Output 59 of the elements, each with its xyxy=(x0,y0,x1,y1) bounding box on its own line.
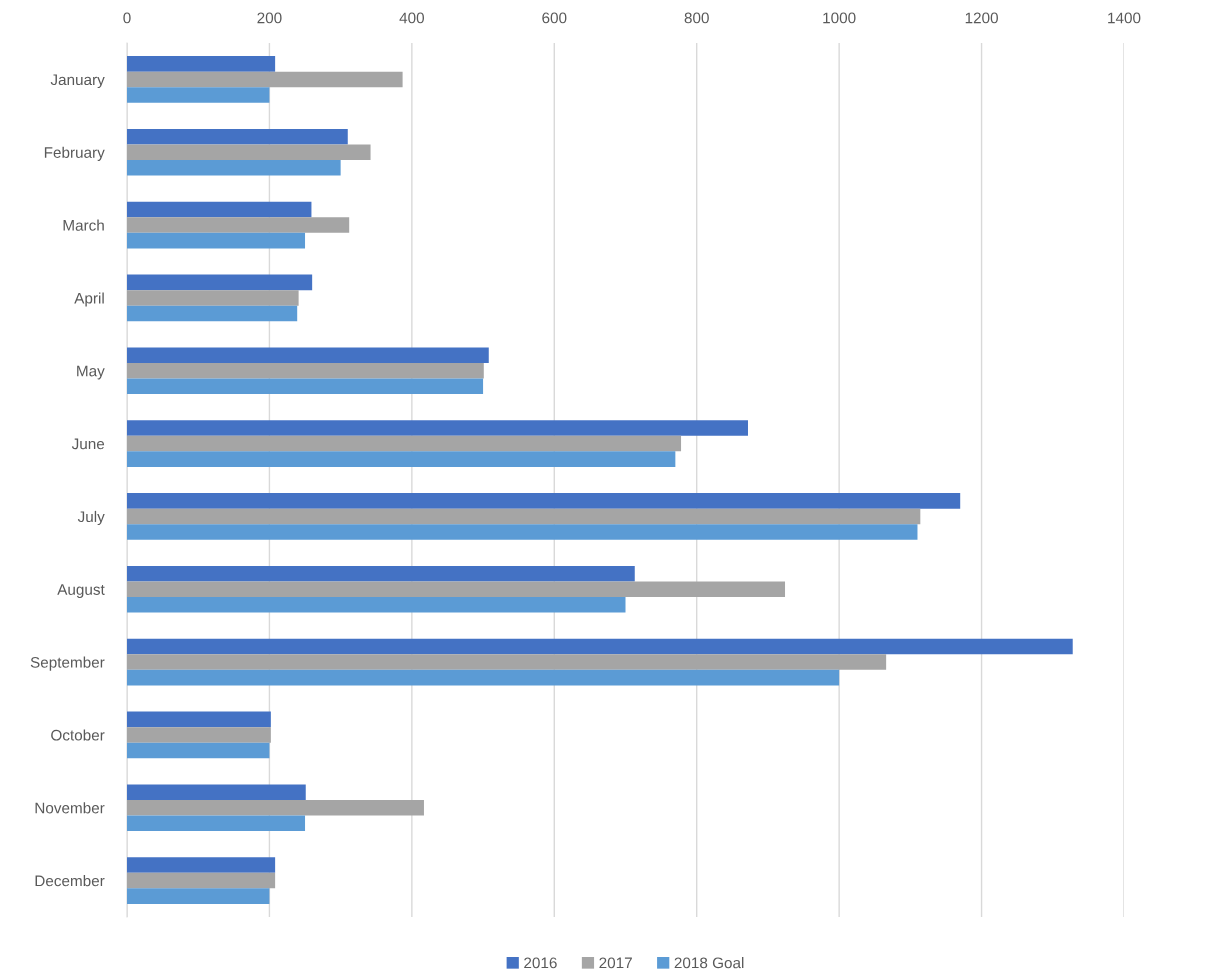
bar xyxy=(127,362,484,379)
legend-label: 2017 xyxy=(599,957,632,969)
bar xyxy=(127,144,371,161)
bar xyxy=(127,565,635,582)
bar xyxy=(127,815,306,832)
x-tick-label: 200 xyxy=(257,12,282,24)
x-tick-label: 600 xyxy=(542,12,567,24)
y-tick-label: March xyxy=(63,219,104,231)
x-tick-label: 1200 xyxy=(965,12,998,24)
bar xyxy=(127,638,1073,655)
y-tick-label: September xyxy=(30,656,105,671)
bar xyxy=(127,232,306,249)
bar xyxy=(127,217,350,233)
legend-label: 2016 xyxy=(524,957,557,969)
y-tick-label: April xyxy=(74,292,104,307)
bar xyxy=(127,742,270,759)
y-tick-label: May xyxy=(77,365,105,380)
bar xyxy=(127,160,341,176)
bar xyxy=(127,597,626,613)
x-tick-label: 1400 xyxy=(1108,12,1141,24)
bar xyxy=(127,290,299,306)
bar xyxy=(127,888,270,904)
bar xyxy=(127,378,484,395)
bar xyxy=(127,872,276,889)
y-tick-label: November xyxy=(35,802,105,814)
bar xyxy=(127,799,424,816)
y-tick-label: July xyxy=(77,510,105,526)
y-tick-label: August xyxy=(57,584,105,598)
y-tick-label: June xyxy=(71,438,105,450)
bar xyxy=(127,857,276,873)
bar xyxy=(127,420,748,436)
x-tick-label: 1000 xyxy=(823,12,856,24)
bar xyxy=(127,451,676,467)
x-tick-label: 0 xyxy=(123,12,131,24)
bar xyxy=(127,654,887,670)
bar xyxy=(127,727,271,743)
x-tick-label: 800 xyxy=(684,12,709,24)
bar xyxy=(127,493,961,509)
bar xyxy=(127,87,270,103)
bar xyxy=(127,784,306,800)
bar xyxy=(127,128,348,145)
y-tick-label: October xyxy=(51,729,105,741)
bar xyxy=(127,524,918,540)
bar xyxy=(127,201,312,218)
y-tick-label: February xyxy=(44,146,105,161)
legend-label: 2018 Goal xyxy=(674,957,744,969)
bar xyxy=(127,508,921,525)
bar xyxy=(127,274,313,291)
bar xyxy=(127,56,276,72)
bar xyxy=(127,305,298,322)
y-tick-label: January xyxy=(50,74,105,89)
x-tick-label: 400 xyxy=(399,12,425,24)
y-tick-label: December xyxy=(35,875,105,887)
bar xyxy=(127,581,786,598)
bar xyxy=(127,347,489,363)
bar xyxy=(127,669,840,686)
bar xyxy=(127,711,271,728)
bar xyxy=(127,435,682,452)
bar xyxy=(127,71,403,88)
